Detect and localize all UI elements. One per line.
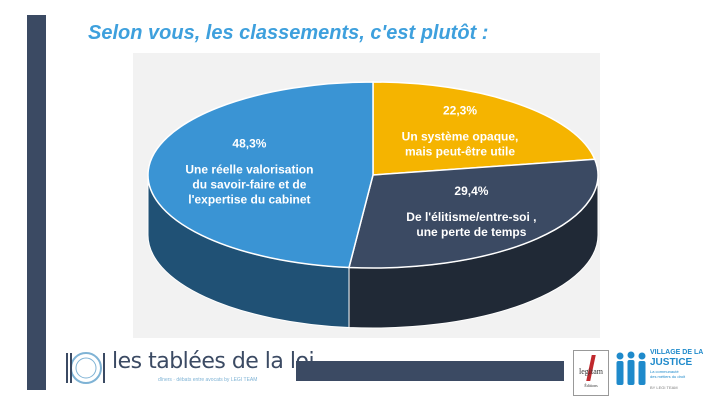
slide-title: Selon vous, les classements, c'est plutô… — [88, 22, 489, 44]
pie-percent-label-1: 29,4% — [454, 184, 488, 198]
plate-cutlery-icon — [66, 352, 105, 384]
legitam-subtitle: Éditions — [584, 383, 598, 388]
village-title-line1: VILLAGE DE LA — [650, 349, 704, 356]
pie-top-slices — [147, 81, 599, 269]
footer-bar — [296, 361, 564, 381]
les-tablees-logo: les tablées de la loi dîners · débats en… — [62, 345, 315, 393]
village-tagline-line1: La communauté — [650, 369, 679, 374]
pie-slice-0 — [372, 81, 596, 176]
pie-percent-label-0: 22,3% — [443, 103, 477, 117]
people-silhouettes-icon — [616, 351, 646, 385]
pie-slice-2 — [147, 81, 374, 269]
pie-chart-panel: 22,3% Un système opaque, mais peut-être ut… — [133, 53, 600, 338]
legitam-wordmark: legitam — [579, 367, 603, 376]
pie-category-label-0: mais peut-être utile — [405, 144, 515, 158]
pie-slice-1 — [348, 158, 599, 269]
pie-category-label-2: du savoir-faire et de — [192, 177, 306, 191]
brand-name: les tablées de la loi — [112, 349, 315, 374]
village-justice-logo: VILLAGE DE LA JUSTICE La communauté des … — [614, 348, 708, 396]
pie-category-label-1: une perte de temps — [416, 225, 526, 239]
pie-chart: 22,3% Un système opaque,mais peut-être ut… — [147, 81, 599, 329]
pie-category-label-2: Une réelle valorisation — [185, 162, 313, 176]
left-accent-bar — [27, 15, 46, 390]
village-byline: BY LEGI TEAM — [650, 385, 678, 390]
pie-category-label-0: Un système opaque, — [402, 129, 519, 143]
pie-category-label-2: l'expertise du cabinet — [188, 192, 310, 206]
pie-labels: 22,3% Un système opaque,mais peut-être ut… — [185, 103, 536, 239]
brand-tagline: dîners · débats entre avocats by LEGI TE… — [158, 377, 258, 383]
pie-percent-label-2: 48,3% — [232, 136, 266, 150]
village-title-line2: JUSTICE — [650, 357, 693, 368]
village-tagline-line2: des métiers du droit — [650, 374, 686, 379]
legitam-logo: legitam Éditions — [573, 350, 609, 396]
pie-category-label-1: De l'élitisme/entre-soi , — [406, 210, 536, 224]
